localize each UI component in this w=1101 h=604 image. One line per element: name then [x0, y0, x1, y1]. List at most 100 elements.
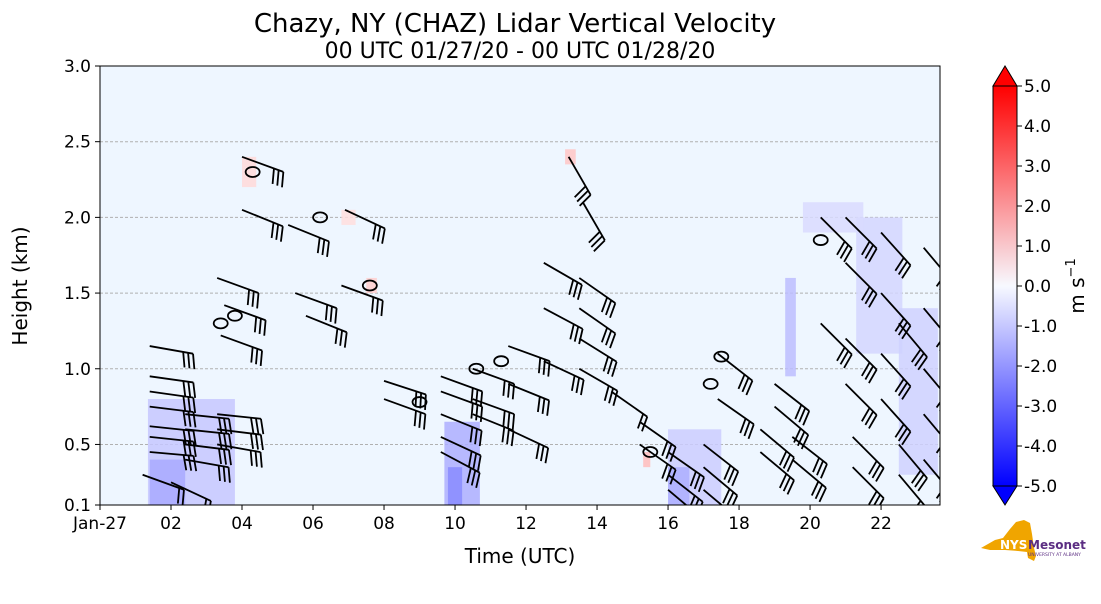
barb-feather [782, 453, 792, 469]
barb-feather [637, 413, 645, 429]
wind-barb [582, 201, 606, 252]
x-tick-label: 14 [586, 514, 608, 534]
barb-feather [579, 194, 592, 207]
y-tick-label: 2.0 [64, 208, 91, 228]
barb-feather [779, 450, 788, 466]
wind-barb [440, 413, 483, 447]
barb-feather [260, 418, 265, 435]
colorbar-tick-label: 4.0 [1024, 117, 1051, 137]
barb-feather [743, 421, 751, 437]
x-tick-label: 22 [870, 514, 892, 534]
barb-feather [187, 430, 192, 446]
barb-feather [475, 389, 479, 406]
x-tick-label: 18 [728, 514, 750, 534]
barb-staff [922, 247, 940, 269]
barb-feather [343, 332, 348, 348]
barb-feather [182, 454, 188, 471]
wind-barb [773, 405, 810, 450]
barb-feather [914, 473, 925, 488]
barb-staff [702, 466, 738, 497]
barb-feather [868, 369, 878, 384]
wind-barb [667, 489, 688, 505]
wind-barb [341, 284, 384, 317]
barb-staff [578, 337, 618, 363]
barb-feather [943, 281, 952, 294]
barb-feather [187, 352, 191, 369]
plot-frame [99, 65, 941, 506]
barb-feather [192, 441, 197, 457]
wind-barb [185, 458, 231, 483]
barb-feather [182, 410, 187, 427]
barb-feather [578, 328, 584, 345]
barb-staff [185, 458, 229, 469]
barb-feather [798, 407, 807, 423]
barb-feather [568, 279, 575, 296]
barb-feather [501, 426, 506, 443]
barb-feather [697, 476, 705, 493]
barb-feather [250, 417, 255, 434]
barb-feather [916, 500, 922, 505]
barb-feather [192, 353, 196, 370]
wind-barb [922, 247, 952, 294]
contour-line [227, 309, 243, 322]
barb-feather [611, 361, 618, 377]
barb-staff [717, 352, 753, 382]
barb-staff [880, 292, 912, 327]
wind-barb [344, 208, 386, 244]
barb-feather [472, 453, 478, 469]
velocity-patch [898, 308, 938, 475]
barb-feather [321, 239, 326, 256]
wind-barb [567, 156, 592, 207]
wind-barb [639, 443, 677, 485]
chart-title: Chazy, NY (CHAZ) Lidar Vertical Velocity [254, 9, 776, 39]
wind-barb [759, 451, 795, 495]
barb-feather [227, 449, 232, 466]
barb-staff [844, 383, 878, 416]
barb-staff [185, 413, 230, 420]
barb-staff [149, 345, 194, 355]
logo-mesonet: Mesonet [1028, 538, 1086, 552]
wind-barb [241, 155, 285, 188]
barb-feather [250, 347, 254, 363]
barb-feather [897, 261, 908, 276]
x-axis-label: Time (UTC) [464, 544, 576, 568]
barb-feather [741, 377, 750, 393]
barb-feather [641, 416, 649, 432]
velocity-patch [643, 452, 651, 468]
barb-feather [477, 455, 482, 471]
wind-barb [543, 307, 584, 345]
barb-feather [939, 348, 940, 351]
barb-feather [263, 320, 267, 336]
contour-line [713, 350, 730, 363]
barb-feather [873, 494, 882, 505]
wind-barb [922, 307, 940, 351]
barb-feather [939, 409, 940, 412]
barb-feather [861, 362, 871, 377]
barb-feather [255, 348, 259, 365]
contour-line [642, 446, 659, 458]
barb-staff [507, 428, 549, 449]
barb-staff [791, 436, 828, 465]
colorbar-extend-min [992, 485, 1018, 506]
barb-staff [294, 292, 337, 309]
barb-feather [573, 326, 580, 342]
colorbar-gradient [992, 85, 1018, 487]
barb-feather [779, 473, 788, 489]
barb-feather [537, 396, 541, 413]
barb-feather [254, 433, 259, 450]
wind-barbs [142, 155, 952, 505]
wind-barb [844, 337, 878, 384]
barb-feather [836, 240, 846, 256]
barb-feather [478, 430, 483, 447]
wind-barb [898, 474, 926, 505]
barb-staff [922, 307, 940, 330]
wind-barb [922, 413, 940, 457]
barb-staff [543, 262, 583, 286]
barb-staff [880, 231, 912, 266]
wind-barb [440, 451, 481, 488]
barb-feather [249, 450, 253, 466]
barb-feather [897, 427, 908, 442]
barb-feather [911, 348, 922, 363]
wind-barb [440, 436, 482, 471]
barb-feather [590, 235, 603, 248]
